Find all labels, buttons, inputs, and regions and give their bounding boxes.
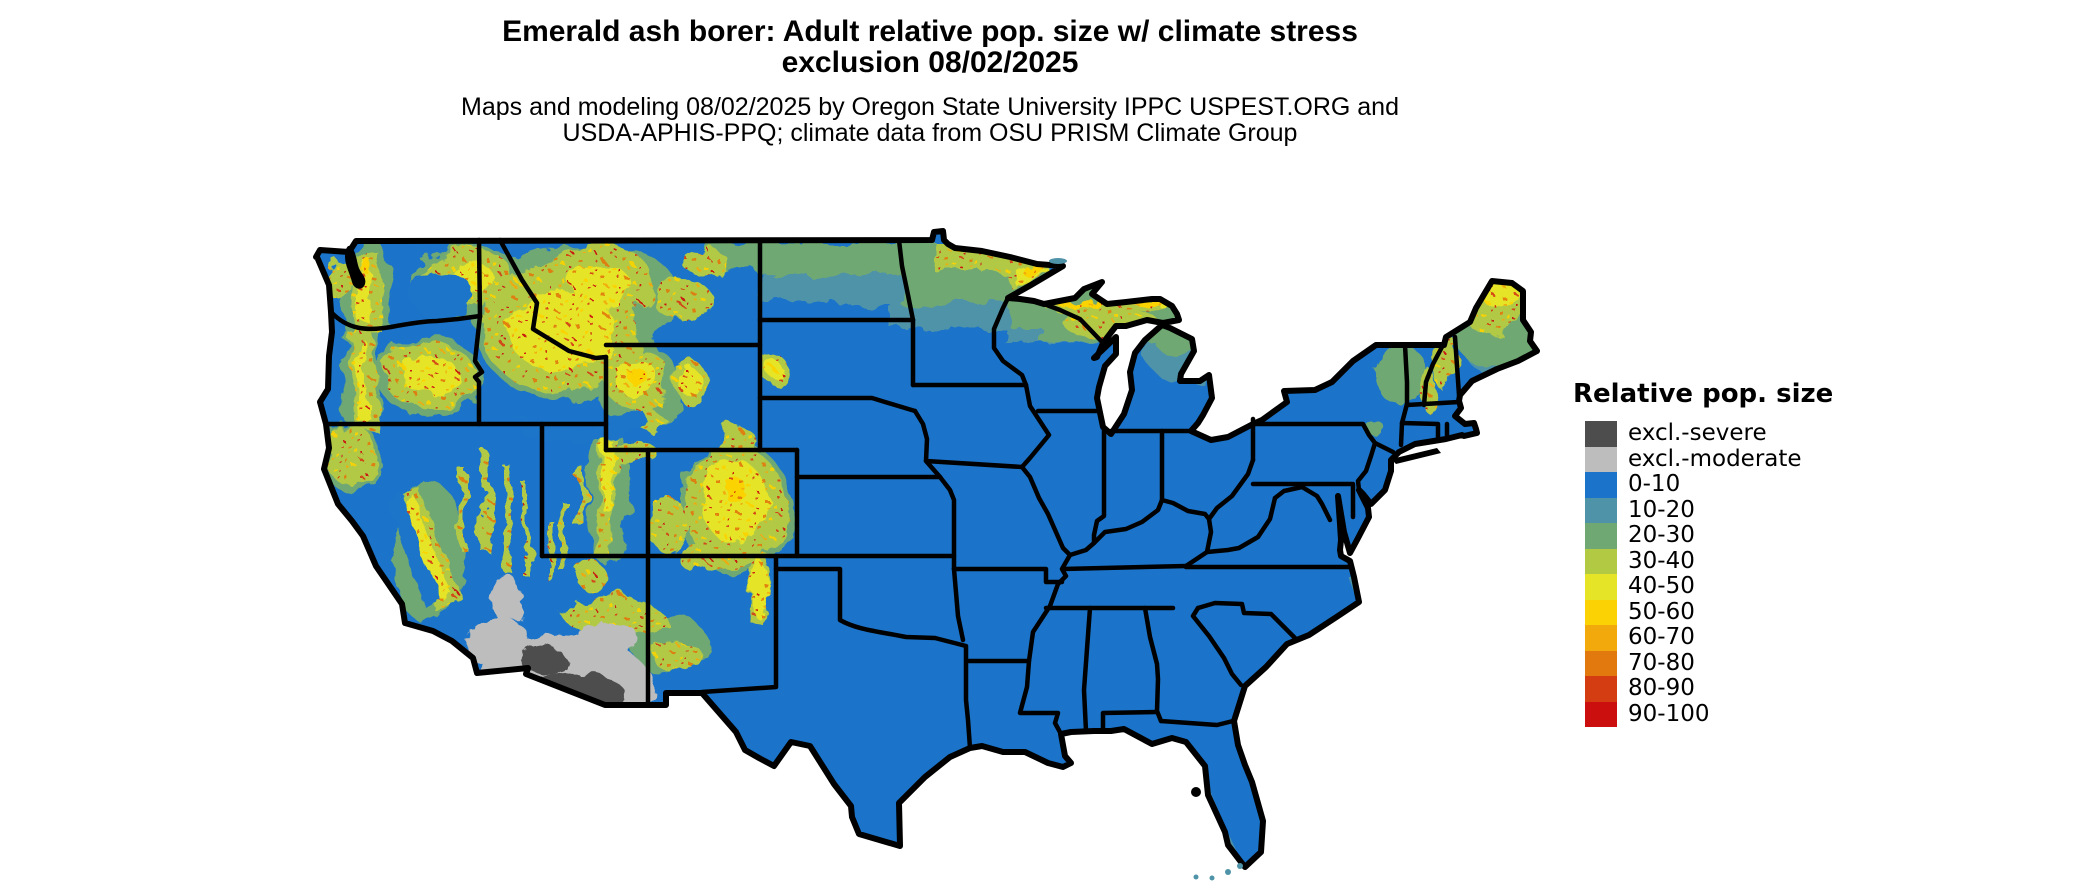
map-header: Emerald ash borer: Adult relative pop. s…: [0, 16, 1860, 146]
legend-swatch: [1585, 650, 1617, 676]
legend-label: 30-40: [1628, 547, 1695, 574]
legend-row: 0-10: [1585, 471, 1853, 498]
legend-label: 0-10: [1628, 471, 1681, 497]
legend-row: 80-90: [1585, 675, 1853, 702]
legend-label: excl.-severe: [1628, 420, 1767, 446]
puget-sound: [345, 245, 366, 289]
legend-row: 60-70: [1585, 624, 1853, 651]
map-title-line1: Emerald ash borer: Adult relative pop. s…: [502, 15, 1358, 48]
legend-swatch: [1585, 421, 1617, 447]
tampa-bay: [1191, 787, 1201, 797]
legend-swatch: [1585, 472, 1617, 498]
legend-label: 20-30: [1628, 522, 1695, 548]
legend-label: excl.-moderate: [1628, 445, 1802, 472]
legend-label: 90-100: [1628, 700, 1710, 727]
legend-row: 20-30: [1585, 522, 1853, 549]
state-borders: [323, 237, 1462, 751]
legend-swatch: [1585, 625, 1617, 651]
legend-swatch: [1585, 523, 1617, 549]
legend-rows: excl.-severe excl.-moderate 0-10 10-20 20-30…: [1585, 420, 1853, 727]
legend-title: Relative pop. size: [1573, 379, 1834, 409]
legend-row: 50-60: [1585, 598, 1853, 625]
legend-swatch: [1585, 446, 1617, 472]
legend-label: 40-50: [1628, 573, 1695, 599]
valley-holes: [386, 270, 650, 608]
legend-swatch: [1585, 676, 1617, 702]
legend-swatch: [1585, 701, 1617, 727]
legend-swatch: [1585, 548, 1617, 574]
map-title-line2: exclusion 08/02/2025: [781, 46, 1079, 79]
water-details: [345, 245, 1441, 881]
map-subtitle-line1: Maps and modeling 08/02/2025 by Oregon S…: [461, 93, 1399, 121]
legend-row: 10-20: [1585, 496, 1853, 523]
legend-label: 80-90: [1628, 675, 1695, 701]
isle-royale: [1049, 258, 1067, 264]
legend-row: 40-50: [1585, 573, 1853, 600]
legend-row: 90-100: [1585, 700, 1853, 727]
legend-row: 70-80: [1585, 649, 1853, 676]
map-subtitle-line2: USDA-APHIS-PPQ; climate data from OSU PR…: [562, 119, 1298, 147]
long-island: [1391, 448, 1441, 464]
legend-swatch: [1585, 574, 1617, 600]
legend-row: 30-40: [1585, 547, 1853, 574]
florida-keys: [1193, 863, 1243, 881]
legend-swatch: [1585, 497, 1617, 523]
legend-swatch: [1585, 599, 1617, 625]
legend-label: 10-20: [1628, 496, 1695, 523]
legend-label: 50-60: [1628, 598, 1695, 625]
legend: Relative pop. size excl.-severe excl.-mod…: [1573, 379, 1853, 727]
legend-row: excl.-severe: [1585, 420, 1853, 447]
legend-row: excl.-moderate: [1585, 445, 1853, 472]
legend-label: 70-80: [1628, 649, 1695, 676]
legend-label: 60-70: [1628, 624, 1695, 650]
